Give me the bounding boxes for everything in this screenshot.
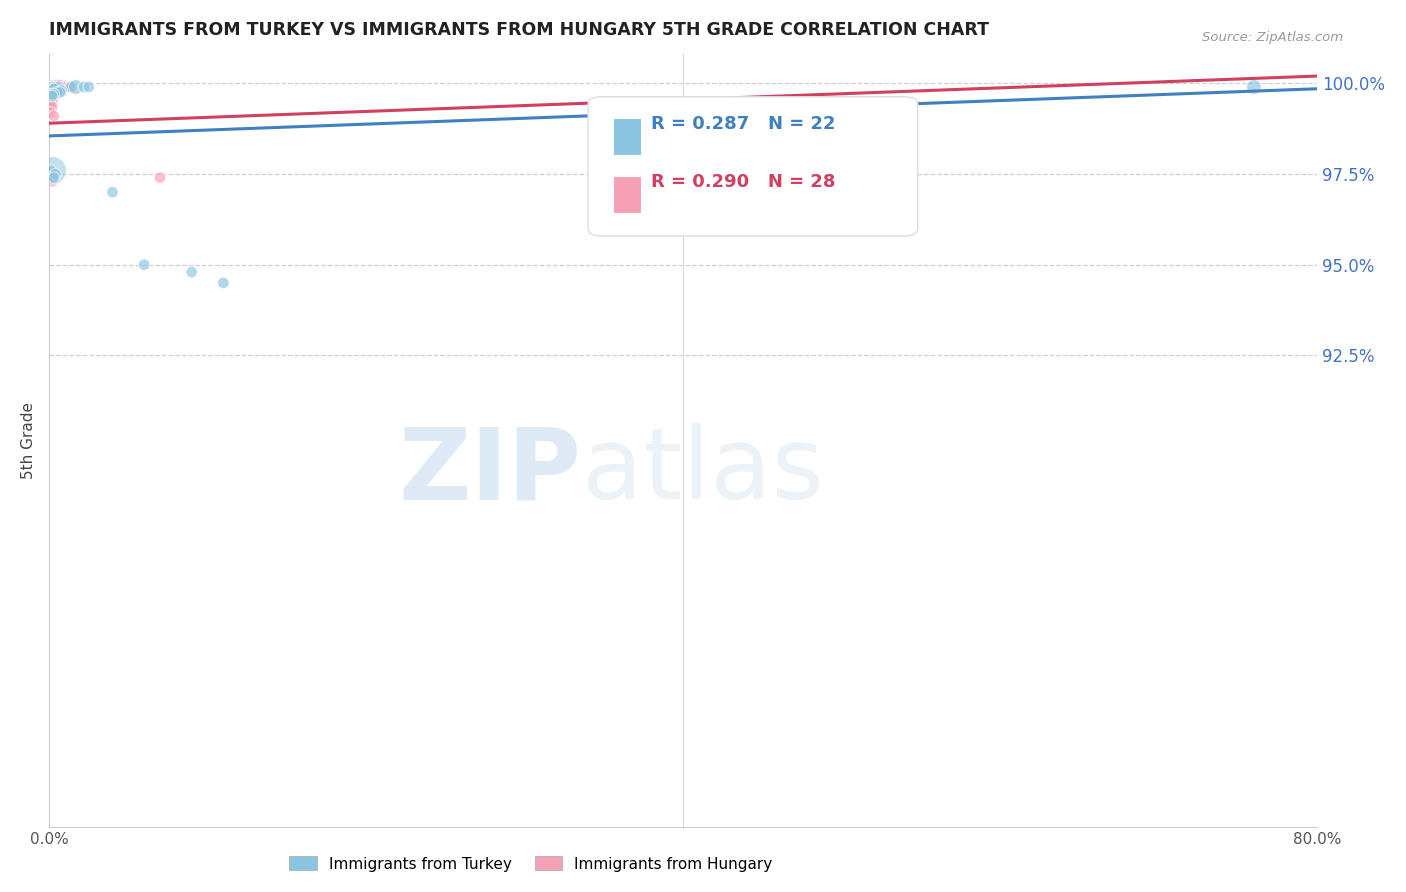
Point	[42, 109, 65, 123]
Point	[41, 82, 63, 96]
Point	[48, 82, 70, 96]
Point	[101, 185, 124, 199]
Point	[41, 86, 63, 100]
Point	[41, 79, 63, 94]
Point	[49, 78, 72, 92]
Y-axis label: 5th Grade: 5th Grade	[21, 402, 35, 479]
Text: R = 0.287   N = 22: R = 0.287 N = 22	[651, 115, 837, 133]
Point	[73, 79, 96, 94]
Point	[1243, 79, 1265, 94]
Point	[42, 82, 65, 96]
Point	[39, 165, 62, 179]
Point	[42, 87, 65, 102]
Point	[46, 84, 69, 98]
Point	[39, 87, 62, 102]
Text: IMMIGRANTS FROM TURKEY VS IMMIGRANTS FROM HUNGARY 5TH GRADE CORRELATION CHART: IMMIGRANTS FROM TURKEY VS IMMIGRANTS FRO…	[49, 21, 988, 39]
Point	[44, 79, 66, 94]
Point	[44, 167, 66, 181]
FancyBboxPatch shape	[613, 176, 641, 213]
Point	[49, 86, 72, 100]
Point	[212, 276, 235, 290]
FancyBboxPatch shape	[613, 118, 641, 155]
Point	[60, 79, 83, 94]
Text: R = 0.290   N = 28: R = 0.290 N = 28	[651, 173, 837, 191]
Point	[39, 84, 62, 98]
Point	[180, 265, 202, 279]
Point	[44, 82, 66, 96]
Text: Source: ZipAtlas.com: Source: ZipAtlas.com	[1202, 31, 1343, 45]
Text: atlas: atlas	[582, 423, 824, 520]
Point	[59, 79, 82, 94]
Point	[134, 258, 156, 272]
Point	[42, 170, 65, 185]
Point	[41, 174, 63, 188]
Point	[41, 100, 63, 114]
Point	[41, 95, 63, 109]
Point	[77, 79, 100, 94]
Point	[39, 105, 62, 120]
Legend: Immigrants from Turkey, Immigrants from Hungary: Immigrants from Turkey, Immigrants from …	[283, 850, 779, 878]
Point	[46, 78, 69, 92]
Point	[41, 89, 63, 103]
Point	[39, 91, 62, 105]
Point	[41, 163, 63, 178]
Point	[48, 79, 70, 94]
FancyBboxPatch shape	[588, 97, 918, 236]
Point	[42, 78, 65, 92]
Point	[149, 170, 172, 185]
Point	[52, 79, 75, 94]
Point	[41, 89, 63, 103]
Point	[44, 86, 66, 100]
Point	[51, 84, 73, 98]
Text: ZIP: ZIP	[399, 423, 582, 520]
Point	[55, 79, 77, 94]
Point	[39, 98, 62, 112]
Point	[42, 84, 65, 98]
Point	[46, 86, 69, 100]
Point	[39, 163, 62, 178]
Point	[42, 87, 65, 102]
Point	[65, 79, 87, 94]
Point	[42, 91, 65, 105]
Point	[39, 87, 62, 102]
Point	[46, 87, 69, 102]
